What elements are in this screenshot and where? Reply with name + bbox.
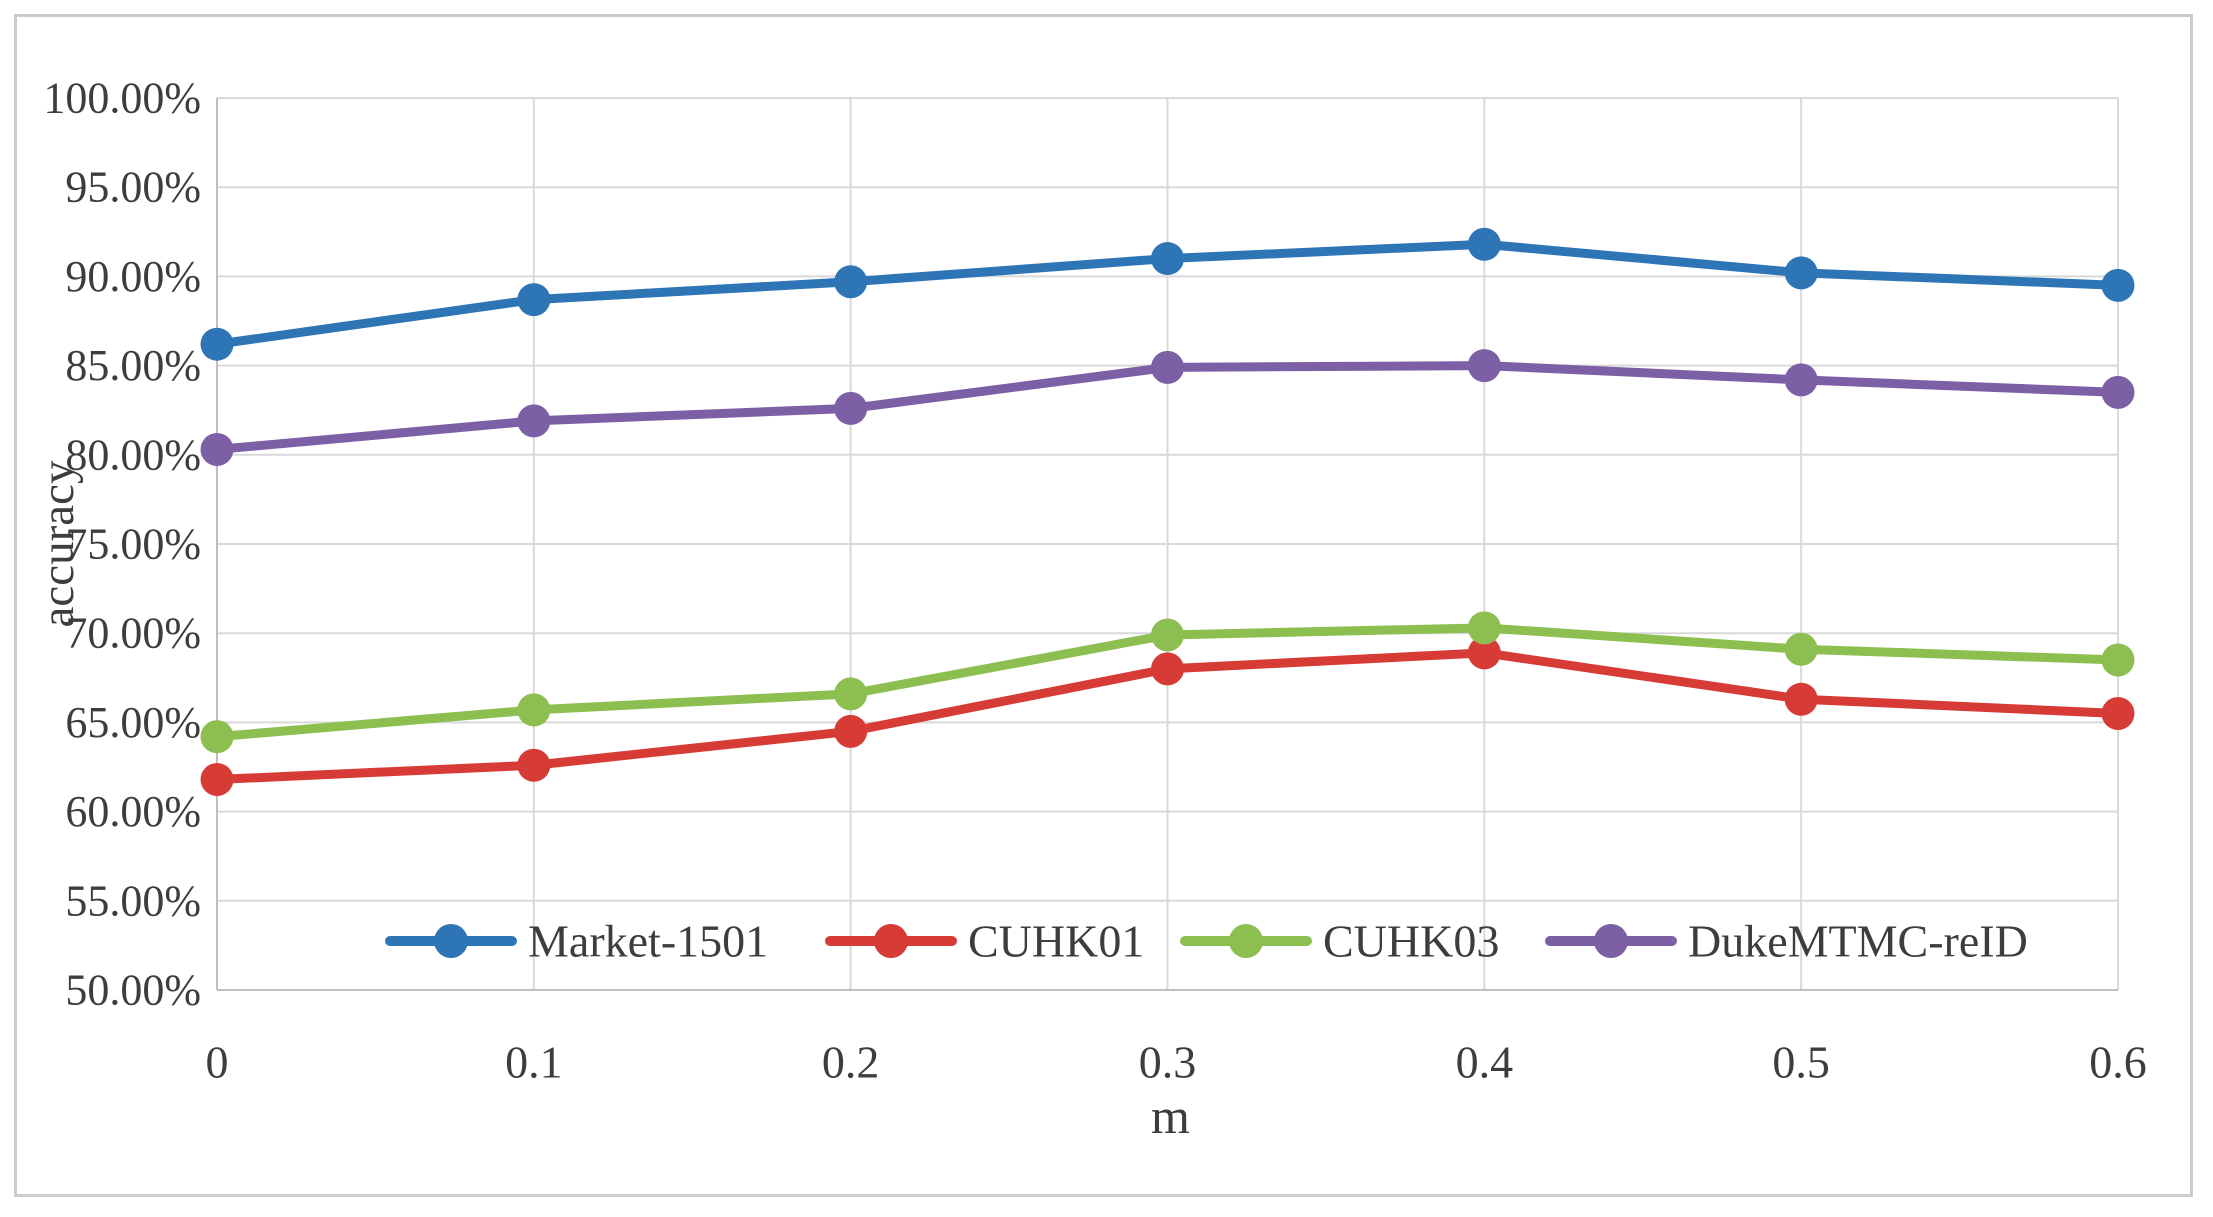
- y-tick-label: 60.00%: [65, 787, 201, 836]
- legend-label-cuhk01: CUHK01: [968, 916, 1144, 967]
- x-tick-label: 0.1: [505, 1037, 563, 1088]
- series-marker-market-1501: [834, 265, 868, 299]
- series-marker-cuhk01: [1151, 652, 1184, 686]
- series-marker-cuhk01: [834, 714, 868, 748]
- series-marker-dukemtmc-reid: [1784, 363, 1818, 397]
- series-marker-cuhk01: [517, 748, 551, 782]
- series-marker-cuhk03: [1784, 632, 1818, 666]
- y-tick-label: 65.00%: [65, 698, 201, 747]
- series-marker-market-1501: [200, 327, 234, 361]
- series-marker-cuhk03: [834, 677, 868, 711]
- x-tick-label: 0.5: [1772, 1037, 1830, 1088]
- y-tick-label: 100.00%: [43, 74, 201, 123]
- series-marker-cuhk03: [200, 720, 234, 754]
- y-tick-label: 80.00%: [65, 430, 201, 479]
- series-marker-cuhk03: [1467, 611, 1501, 645]
- series-marker-cuhk01: [200, 762, 234, 796]
- series-marker-dukemtmc-reid: [1151, 350, 1184, 384]
- legend-marker-icon-cuhk01: [874, 924, 908, 958]
- y-tick-label: 75.00%: [65, 520, 201, 569]
- x-axis-title: m: [1151, 1088, 1190, 1144]
- x-tick-label: 0.6: [2089, 1037, 2147, 1088]
- figure-border: [14, 14, 2193, 1197]
- series-marker-cuhk03: [1151, 618, 1184, 652]
- series-marker-market-1501: [2101, 268, 2135, 302]
- y-tick-label: 70.00%: [65, 609, 201, 658]
- x-tick-label: 0.3: [1139, 1037, 1197, 1088]
- legend-marker-icon-market-1501: [434, 924, 468, 958]
- y-tick-label: 55.00%: [65, 876, 201, 925]
- series-marker-cuhk03: [2101, 643, 2135, 677]
- y-axis-title: accuracy: [32, 460, 84, 627]
- y-tick-label: 50.00%: [65, 966, 201, 1015]
- series-marker-dukemtmc-reid: [517, 404, 551, 438]
- series-marker-cuhk01: [1467, 636, 1501, 670]
- series-marker-dukemtmc-reid: [1467, 349, 1501, 383]
- legend-marker-icon-dukemtmc-reid: [1594, 924, 1628, 958]
- series-marker-market-1501: [1151, 242, 1184, 276]
- y-tick-label: 95.00%: [65, 163, 201, 212]
- series-marker-cuhk01: [1784, 682, 1818, 716]
- series-marker-cuhk03: [517, 693, 551, 727]
- legend-label-market-1501: Market-1501: [528, 916, 768, 967]
- legend-label-cuhk03: CUHK03: [1323, 916, 1499, 967]
- series-marker-cuhk01: [2101, 696, 2135, 730]
- y-tick-label: 90.00%: [65, 252, 201, 301]
- series-marker-market-1501: [1467, 227, 1501, 261]
- x-tick-label: 0.4: [1456, 1037, 1514, 1088]
- series-marker-dukemtmc-reid: [2101, 375, 2135, 409]
- series-marker-dukemtmc-reid: [834, 391, 868, 425]
- series-marker-market-1501: [1784, 256, 1818, 290]
- legend-label-dukemtmc-reid: DukeMTMC-reID: [1688, 916, 2028, 967]
- x-tick-label: 0: [206, 1037, 229, 1088]
- x-tick-label: 0.2: [822, 1037, 880, 1088]
- legend-marker-icon-cuhk03: [1229, 924, 1263, 958]
- series-marker-market-1501: [517, 283, 551, 317]
- y-tick-label: 85.00%: [65, 341, 201, 390]
- series-marker-dukemtmc-reid: [200, 432, 234, 466]
